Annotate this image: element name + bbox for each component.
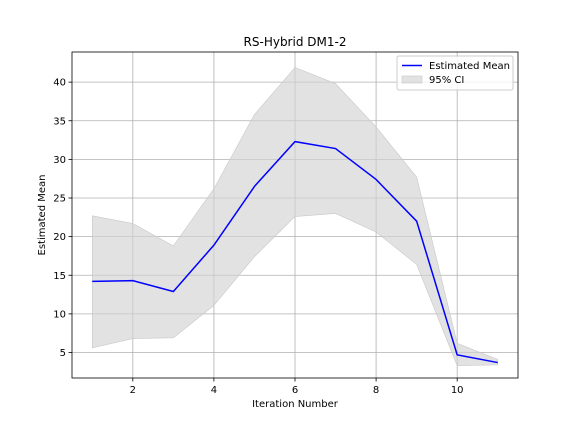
y-tick-label: 25 [53, 194, 66, 205]
legend-label-ci: 95% CI [429, 75, 464, 86]
y-tick-label: 5 [60, 348, 66, 359]
series-layer [92, 140, 498, 364]
y-axis-ticks: 5 10 15 20 25 30 35 40 [53, 78, 72, 359]
y-tick-label: 20 [53, 232, 66, 243]
y-tick-label: 35 [53, 116, 66, 127]
y-tick-label: 15 [53, 271, 66, 282]
legend: Estimated Mean 95% CI [396, 55, 514, 91]
legend-label-estimated-mean: Estimated Mean [429, 61, 510, 72]
x-tick-label: 8 [373, 385, 379, 396]
ci-band [91, 67, 499, 366]
legend-box [396, 55, 514, 91]
ci-band-layer [91, 67, 499, 366]
x-tick-label: 2 [130, 385, 136, 396]
x-tick-label: 4 [211, 385, 217, 396]
y-tick-label: 30 [53, 155, 66, 166]
x-axis-ticks: 2 4 6 8 10 [130, 378, 464, 396]
y-tick-label: 10 [53, 309, 66, 320]
chart-title: RS-Hybrid DM1-2 [244, 35, 347, 49]
legend-swatch-ci [401, 75, 423, 84]
x-tick-label: 10 [451, 385, 464, 396]
y-tick-label: 40 [53, 78, 66, 89]
x-tick-label: 6 [292, 385, 298, 396]
series-line-estimated-mean [92, 140, 498, 364]
y-axis-label: Estimated Mean [37, 175, 48, 256]
x-axis-label: Iteration Number [252, 399, 339, 410]
